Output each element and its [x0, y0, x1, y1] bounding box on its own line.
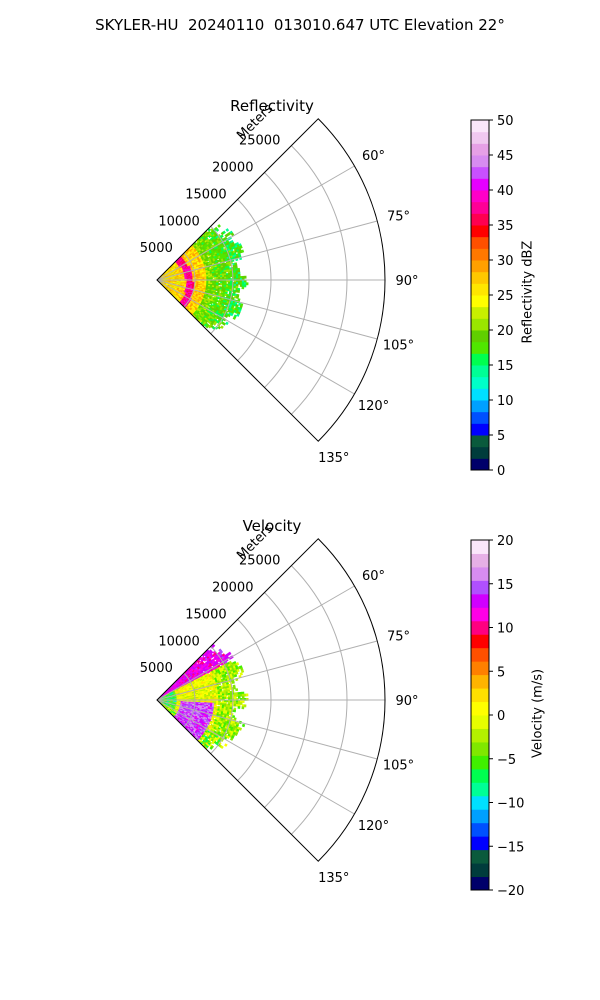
refl-cell [228, 263, 232, 267]
vel-cell [234, 674, 238, 678]
refl-cell [236, 313, 240, 317]
vel-cell [232, 715, 236, 719]
refl-angle-tick-label: 90° [395, 274, 418, 289]
reflectivity-panel-title: Reflectivity [230, 97, 314, 115]
refl-cell [241, 286, 245, 290]
refl-cell [220, 325, 224, 330]
refl-angle-tick-label: 135° [318, 451, 349, 466]
refl-cell [224, 314, 229, 319]
refl-cell [240, 249, 245, 253]
refl-cell [225, 321, 229, 326]
refl-azimuth-line [156, 279, 355, 395]
refl-radial-tick-label: 5000 [140, 241, 173, 256]
vel-cell [231, 680, 235, 684]
refl-cell [225, 228, 230, 232]
refl-cell [230, 312, 234, 317]
reflectivity-panel: 500010000150002000025000Meters60°75°90°1… [140, 101, 419, 466]
refl-cell [235, 295, 239, 299]
refl-cell [245, 282, 249, 286]
refl-radial-tick-label: 20000 [212, 161, 253, 176]
vel-cell [233, 709, 237, 713]
vel-cell [235, 688, 239, 692]
refl-angle-tick-label: 105° [383, 339, 414, 354]
refl-angle-tick-label: 60° [362, 149, 385, 164]
velocity-panel: 500010000150002000025000Meters60°75°90°1… [140, 521, 419, 886]
refl-radial-tick-label: 15000 [185, 187, 226, 202]
vel-data-field [158, 643, 249, 750]
vel-cell [209, 721, 213, 725]
refl-cell [209, 301, 213, 305]
refl-angle-tick-label: 75° [387, 209, 410, 224]
refl-cell [243, 275, 247, 279]
refl-cell [237, 289, 240, 293]
refl-radial-tick-label: 10000 [158, 214, 199, 229]
figure-title: SKYLER-HU 20240110 013010.647 UTC Elevat… [95, 16, 505, 34]
refl-cell [217, 224, 221, 228]
refl-cell [232, 316, 237, 320]
velocity-panel-title: Velocity [242, 517, 302, 535]
refl-cell [227, 313, 231, 318]
refl-angle-tick-label: 120° [358, 399, 389, 414]
refl-cell [239, 245, 243, 249]
refl-cell [243, 284, 247, 288]
vel-cell [226, 735, 230, 739]
refl-cell [217, 325, 222, 330]
vel-cell [232, 686, 236, 690]
